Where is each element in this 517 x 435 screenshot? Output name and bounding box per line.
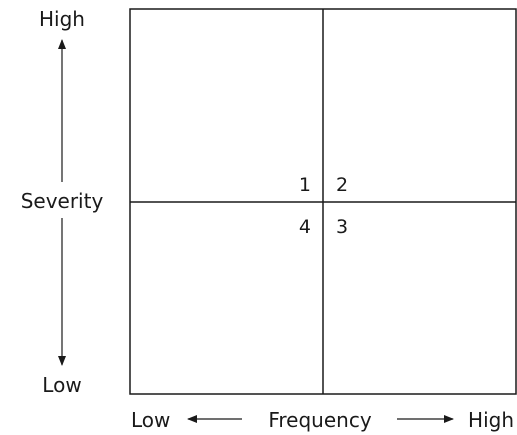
- x-axis-high-label: High: [468, 408, 514, 432]
- quadrant-label-2: 2: [336, 174, 348, 196]
- quadrant-label-1: 1: [299, 174, 311, 196]
- x-axis-title: Frequency: [268, 408, 371, 432]
- quadrant-label-3: 3: [336, 216, 348, 238]
- x-axis-low-label: Low: [131, 408, 170, 432]
- y-axis-title: Severity: [21, 189, 104, 213]
- y-axis-high-label: High: [39, 7, 85, 31]
- quadrant-label-4: 4: [299, 216, 311, 238]
- y-axis-low-label: Low: [42, 373, 81, 397]
